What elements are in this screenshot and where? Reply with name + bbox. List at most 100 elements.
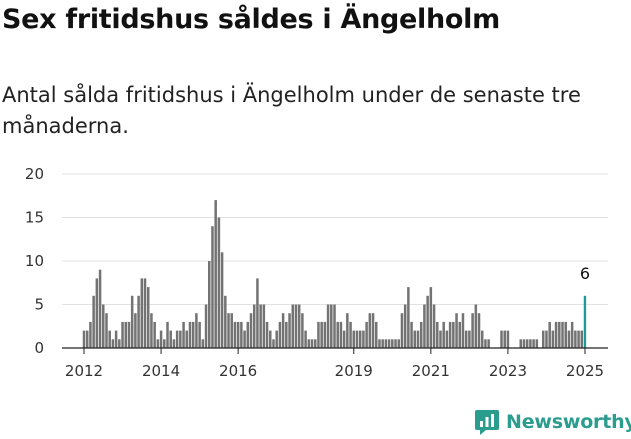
brand-name: Newsworthy [506, 411, 631, 433]
bar [111, 339, 115, 348]
bar [195, 313, 198, 348]
x-tick-label: 2012 [65, 362, 103, 380]
bar [384, 339, 388, 348]
bar [461, 313, 465, 348]
last-value-label: 6 [580, 264, 590, 283]
bar [403, 304, 407, 348]
bar [394, 339, 397, 348]
bar [182, 321, 185, 348]
bar [365, 321, 368, 348]
bar [265, 321, 269, 348]
bar [140, 278, 144, 348]
bar [259, 304, 262, 348]
bar [220, 252, 224, 348]
bar [169, 330, 172, 348]
bar [529, 339, 532, 348]
bar [262, 304, 266, 348]
bar [567, 330, 571, 348]
y-tick-label: 10 [25, 252, 44, 270]
bar [153, 321, 156, 348]
bar [288, 313, 291, 348]
x-tick-label: 2019 [335, 362, 373, 380]
bar [224, 295, 227, 348]
bar [551, 330, 555, 348]
bar [82, 330, 86, 348]
bar [208, 261, 211, 348]
chart-subtitle: Antal sålda fritidshus i Ängelholm under… [2, 83, 581, 138]
bar [378, 339, 381, 348]
bar [464, 330, 468, 348]
bar [342, 330, 346, 348]
bar [487, 339, 490, 348]
bar [468, 330, 471, 348]
bar [102, 304, 105, 348]
bar [269, 330, 272, 348]
bar [381, 339, 384, 348]
bar [336, 321, 339, 348]
bar [413, 330, 417, 348]
bar [291, 304, 295, 348]
bar [368, 313, 372, 348]
bar [301, 313, 304, 348]
bar [278, 321, 282, 348]
bar [570, 321, 574, 348]
bar-latest [583, 295, 587, 348]
bar [400, 313, 404, 348]
bar [272, 339, 275, 348]
bar [175, 330, 179, 348]
bar [407, 287, 410, 348]
bar [130, 295, 134, 348]
bar [503, 330, 506, 348]
bar [542, 330, 545, 348]
bar [439, 330, 442, 348]
bar [561, 321, 564, 348]
newsworthy-chart-icon [475, 410, 499, 435]
bar [506, 330, 510, 348]
bar [548, 321, 551, 348]
bar [249, 313, 253, 348]
bar [458, 321, 462, 348]
bar [519, 339, 523, 348]
bar [346, 313, 349, 348]
bar [500, 330, 503, 348]
bar [143, 278, 147, 348]
x-tick-label: 2021 [412, 362, 450, 380]
bar [387, 339, 391, 348]
bar [188, 321, 192, 348]
x-tick-label: 2014 [142, 362, 180, 380]
bar [166, 321, 169, 348]
bar [127, 321, 131, 348]
bar [436, 321, 439, 348]
y-axis-ticks: 0 5 10 15 20 [25, 165, 44, 357]
bar [85, 330, 89, 348]
bar [445, 330, 449, 348]
bar [577, 330, 580, 348]
bar [323, 321, 327, 348]
bar [95, 278, 99, 348]
bar [474, 304, 478, 348]
x-axis-ticks: 2012 2014 2016 2019 2021 2023 2025 [65, 348, 604, 380]
bar [362, 330, 365, 348]
bars [82, 200, 587, 348]
bar [191, 321, 195, 348]
bar [313, 339, 317, 348]
bar [432, 304, 436, 348]
bar [124, 321, 128, 348]
bar [297, 304, 301, 348]
bar [371, 313, 375, 348]
bar [98, 269, 102, 348]
bar [525, 339, 529, 348]
bar [410, 321, 413, 348]
bar [426, 295, 429, 348]
bar [240, 321, 243, 348]
bar [333, 304, 336, 348]
bar [92, 295, 95, 348]
bar [310, 339, 314, 348]
bar [391, 339, 394, 348]
bar [233, 321, 237, 348]
x-tick-label: 2023 [489, 362, 527, 380]
bar [330, 304, 333, 348]
bar [307, 339, 311, 348]
bar [535, 339, 539, 348]
bar [480, 330, 484, 348]
